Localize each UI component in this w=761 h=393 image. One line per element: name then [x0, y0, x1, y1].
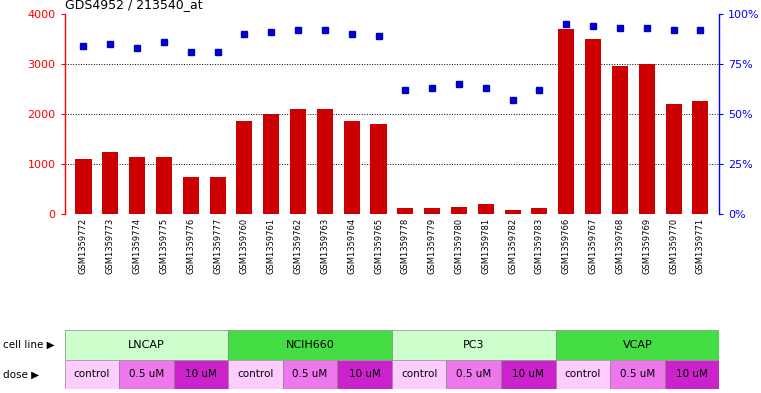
Bar: [75, 159, 91, 214]
Text: GSM1359768: GSM1359768: [616, 218, 625, 274]
Text: GSM1359779: GSM1359779: [428, 218, 437, 274]
Bar: [556, 360, 610, 389]
Text: control: control: [237, 369, 274, 379]
Bar: [585, 39, 601, 214]
Text: GSM1359771: GSM1359771: [696, 218, 705, 274]
Bar: [129, 156, 145, 214]
Text: control: control: [401, 369, 438, 379]
Bar: [664, 360, 719, 389]
Text: GSM1359767: GSM1359767: [588, 218, 597, 274]
Bar: [228, 330, 392, 360]
Bar: [209, 176, 225, 214]
Bar: [501, 360, 556, 389]
Bar: [478, 204, 494, 214]
Text: 10 uM: 10 uM: [512, 369, 544, 379]
Bar: [392, 360, 447, 389]
Text: GSM1359761: GSM1359761: [266, 218, 275, 274]
Text: GDS4952 / 213540_at: GDS4952 / 213540_at: [65, 0, 202, 11]
Text: control: control: [74, 369, 110, 379]
Text: GSM1359783: GSM1359783: [535, 218, 544, 274]
Bar: [612, 66, 628, 214]
Text: GSM1359763: GSM1359763: [320, 218, 330, 274]
Bar: [344, 121, 360, 214]
Bar: [531, 208, 547, 214]
Bar: [119, 360, 174, 389]
Text: 10 uM: 10 uM: [676, 369, 708, 379]
Text: PC3: PC3: [463, 340, 485, 350]
Bar: [102, 152, 118, 214]
Text: VCAP: VCAP: [622, 340, 652, 350]
Bar: [228, 360, 283, 389]
Bar: [392, 330, 556, 360]
Bar: [317, 109, 333, 214]
Bar: [505, 210, 521, 214]
Bar: [290, 109, 306, 214]
Bar: [610, 360, 664, 389]
Text: GSM1359773: GSM1359773: [106, 218, 115, 274]
Text: GSM1359780: GSM1359780: [454, 218, 463, 274]
Bar: [371, 124, 387, 214]
Bar: [397, 208, 413, 214]
Bar: [65, 360, 119, 389]
Bar: [556, 330, 719, 360]
Bar: [559, 29, 575, 214]
Text: GSM1359765: GSM1359765: [374, 218, 383, 274]
Text: GSM1359782: GSM1359782: [508, 218, 517, 274]
Text: GSM1359775: GSM1359775: [159, 218, 168, 274]
Bar: [666, 104, 682, 214]
Text: GSM1359766: GSM1359766: [562, 218, 571, 274]
Text: 0.5 uM: 0.5 uM: [619, 369, 655, 379]
Text: dose ▶: dose ▶: [3, 369, 39, 379]
Bar: [638, 64, 654, 214]
Text: 0.5 uM: 0.5 uM: [292, 369, 328, 379]
Text: GSM1359774: GSM1359774: [132, 218, 142, 274]
Bar: [65, 330, 228, 360]
Bar: [337, 360, 392, 389]
Text: 10 uM: 10 uM: [185, 369, 217, 379]
Text: GSM1359777: GSM1359777: [213, 218, 222, 274]
Text: control: control: [565, 369, 601, 379]
Text: 0.5 uM: 0.5 uM: [129, 369, 164, 379]
Text: GSM1359772: GSM1359772: [79, 218, 88, 274]
Text: GSM1359760: GSM1359760: [240, 218, 249, 274]
Text: GSM1359778: GSM1359778: [401, 218, 410, 274]
Bar: [183, 176, 199, 214]
Bar: [263, 114, 279, 214]
Text: GSM1359781: GSM1359781: [481, 218, 490, 274]
Bar: [424, 208, 440, 214]
Bar: [447, 360, 501, 389]
Text: 10 uM: 10 uM: [349, 369, 380, 379]
Text: GSM1359769: GSM1359769: [642, 218, 651, 274]
Bar: [693, 101, 708, 214]
Bar: [237, 121, 253, 214]
Text: LNCAP: LNCAP: [128, 340, 165, 350]
Text: GSM1359764: GSM1359764: [347, 218, 356, 274]
Text: GSM1359776: GSM1359776: [186, 218, 196, 274]
Text: GSM1359762: GSM1359762: [294, 218, 303, 274]
Text: cell line ▶: cell line ▶: [3, 340, 55, 350]
Bar: [174, 360, 228, 389]
Text: NCIH660: NCIH660: [285, 340, 335, 350]
Text: 0.5 uM: 0.5 uM: [456, 369, 492, 379]
Bar: [283, 360, 337, 389]
Bar: [156, 156, 172, 214]
Bar: [451, 207, 467, 214]
Text: GSM1359770: GSM1359770: [669, 218, 678, 274]
